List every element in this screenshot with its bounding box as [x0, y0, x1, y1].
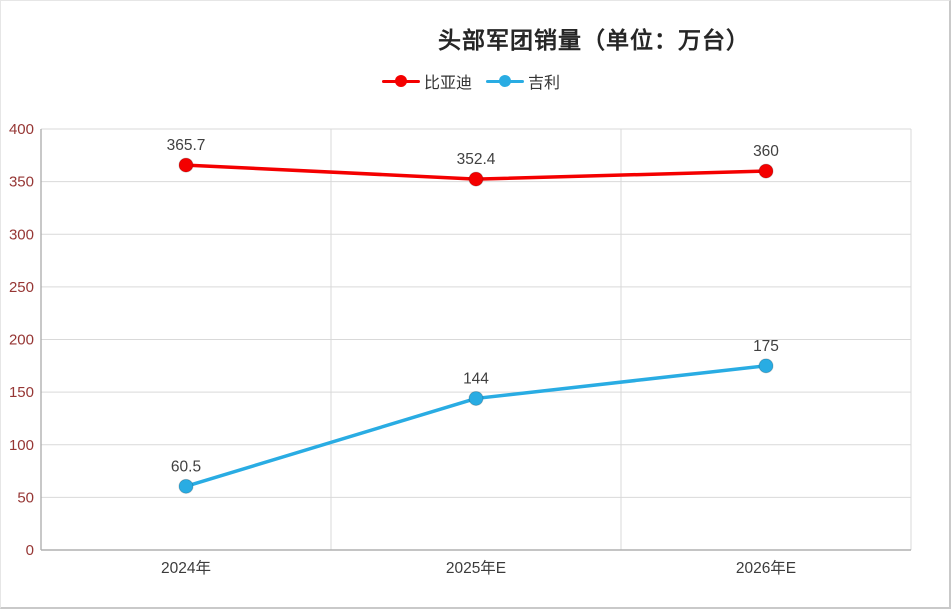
x-tick-label: 2024年	[161, 559, 211, 577]
data-label: 365.7	[167, 137, 206, 154]
legend-marker-icon	[381, 74, 420, 88]
y-tick-label: 300	[9, 226, 34, 243]
y-tick-label: 250	[9, 279, 34, 296]
y-tick-label: 150	[9, 384, 34, 401]
data-label: 352.4	[457, 151, 496, 168]
data-point-marker	[468, 171, 484, 187]
x-tick-label: 2025年E	[446, 559, 506, 577]
data-label: 360	[753, 143, 779, 160]
y-tick-label: 50	[17, 489, 34, 506]
y-tick-label: 100	[9, 437, 34, 454]
data-point-marker	[178, 478, 194, 494]
y-tick-label: 350	[9, 174, 34, 191]
y-tick-label: 400	[9, 121, 34, 138]
data-label: 60.5	[171, 458, 201, 475]
legend-label: 比亚迪	[423, 75, 472, 92]
legend-item-byd: 比亚迪	[381, 69, 472, 93]
x-tick-label: 2026年E	[736, 559, 796, 577]
data-label: 144	[463, 370, 489, 387]
data-point-marker	[758, 358, 774, 374]
y-tick-label: 0	[26, 542, 34, 559]
legend-marker-icon	[486, 74, 524, 88]
data-label: 175	[753, 338, 779, 355]
legend-item-geely: 吉利	[486, 69, 560, 93]
data-point-marker	[758, 163, 774, 179]
legend: 比亚迪 吉利	[381, 69, 560, 93]
chart-title: 头部军团销量（单位：万台）	[438, 27, 750, 53]
y-tick-label: 200	[9, 332, 34, 349]
data-point-marker	[468, 390, 484, 406]
data-point-marker	[178, 157, 194, 173]
legend-label: 吉利	[528, 75, 561, 92]
